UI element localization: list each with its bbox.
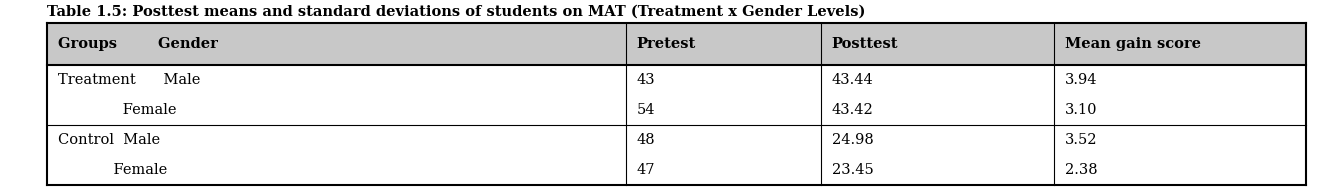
Text: 54: 54 [636,103,655,117]
Text: Mean gain score: Mean gain score [1065,37,1201,51]
Text: Control  Male: Control Male [58,133,159,147]
Text: 23.45: 23.45 [832,163,873,177]
Bar [47,23,1306,185]
Text: Treatment      Male: Treatment Male [58,74,200,87]
Text: 47: 47 [636,163,655,177]
Text: Pretest: Pretest [636,37,696,51]
Text: Groups        Gender: Groups Gender [58,37,217,51]
Text: 43.42: 43.42 [832,103,873,117]
Text: Female: Female [58,163,167,177]
Text: Female: Female [58,103,175,117]
Text: 43: 43 [636,74,655,87]
Text: 2.38: 2.38 [1065,163,1097,177]
Text: 43.44: 43.44 [832,74,873,87]
Text: 3.10: 3.10 [1065,103,1097,117]
Bar [47,23,1306,66]
Text: Table 1.5: Posttest means and standard deviations of students on MAT (Treatment : Table 1.5: Posttest means and standard d… [47,5,865,19]
Text: 24.98: 24.98 [832,133,873,147]
Text: 48: 48 [636,133,655,147]
Text: Posttest: Posttest [832,37,898,51]
Text: 3.52: 3.52 [1065,133,1097,147]
Text: 3.94: 3.94 [1065,74,1097,87]
